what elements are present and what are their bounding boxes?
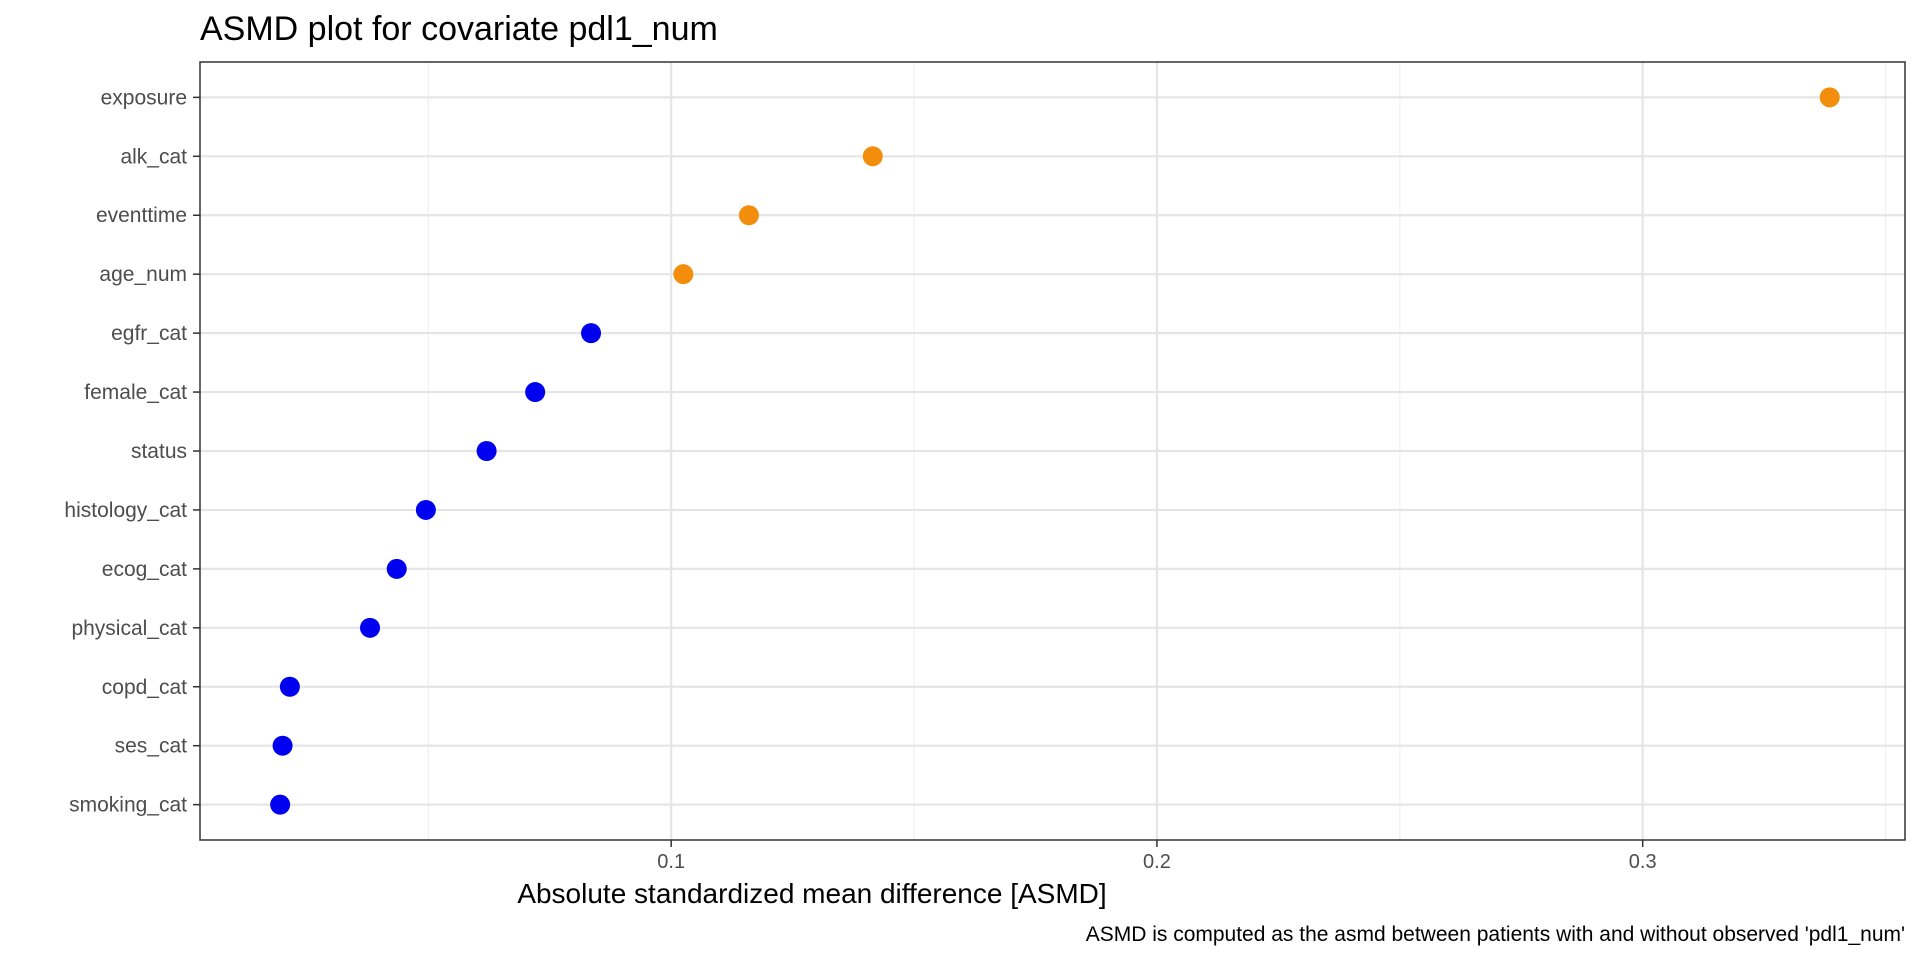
- y-tick-label-exposure: exposure: [101, 86, 187, 109]
- data-point-copd-cat: [279, 676, 300, 697]
- data-point-physical-cat: [360, 617, 381, 638]
- x-axis: 0.1 0.2 0.3: [657, 840, 1657, 873]
- chart-caption: ASMD is computed as the asmd between pat…: [1086, 923, 1905, 946]
- y-tick-label-egfr-cat: egfr_cat: [111, 322, 187, 345]
- y-tick-label-alk-cat: alk_cat: [120, 145, 187, 168]
- data-point-age-num: [673, 264, 694, 285]
- data-point-ecog-cat: [386, 558, 407, 579]
- data-point-smoking-cat: [270, 794, 291, 815]
- y-tick-label-female-cat: female_cat: [84, 381, 187, 404]
- y-tick-label-eventtime: eventtime: [96, 204, 187, 227]
- data-point-eventtime: [738, 205, 759, 226]
- x-axis-label: Absolute standardized mean difference [A…: [517, 878, 1106, 909]
- data-point-status: [476, 441, 497, 461]
- data-point-female-cat: [525, 382, 546, 403]
- y-tick-label-age-num: age_num: [99, 263, 187, 286]
- data-point-egfr-cat: [581, 323, 602, 344]
- y-tick-label-status: status: [131, 440, 187, 463]
- y-tick-label-histology-cat: histology_cat: [64, 499, 187, 522]
- y-axis: exposure alk_cat eventtime age_num egfr_catf…: [64, 86, 200, 817]
- y-tick-label-ses-cat: ses_cat: [115, 735, 188, 758]
- x-tick-label: 0.2: [1143, 851, 1171, 873]
- data-point-histology-cat: [415, 499, 436, 520]
- y-tick-label-physical-cat: physical_cat: [71, 617, 187, 640]
- x-tick-label: 0.3: [1629, 851, 1657, 873]
- data-point-ses-cat: [272, 735, 293, 756]
- y-tick-label-smoking-cat: smoking_cat: [69, 794, 187, 817]
- data-point-exposure: [1819, 87, 1840, 108]
- chart-title: ASMD plot for covariate pdl1_num: [200, 10, 718, 48]
- data-point-alk-cat: [862, 146, 883, 167]
- major-gridlines: [200, 62, 1905, 840]
- x-tick-label: 0.1: [657, 851, 685, 873]
- data-points: [270, 87, 1840, 815]
- y-tick-label-copd-cat: copd_cat: [102, 676, 187, 699]
- y-tick-label-ecog-cat: ecog_cat: [102, 558, 187, 581]
